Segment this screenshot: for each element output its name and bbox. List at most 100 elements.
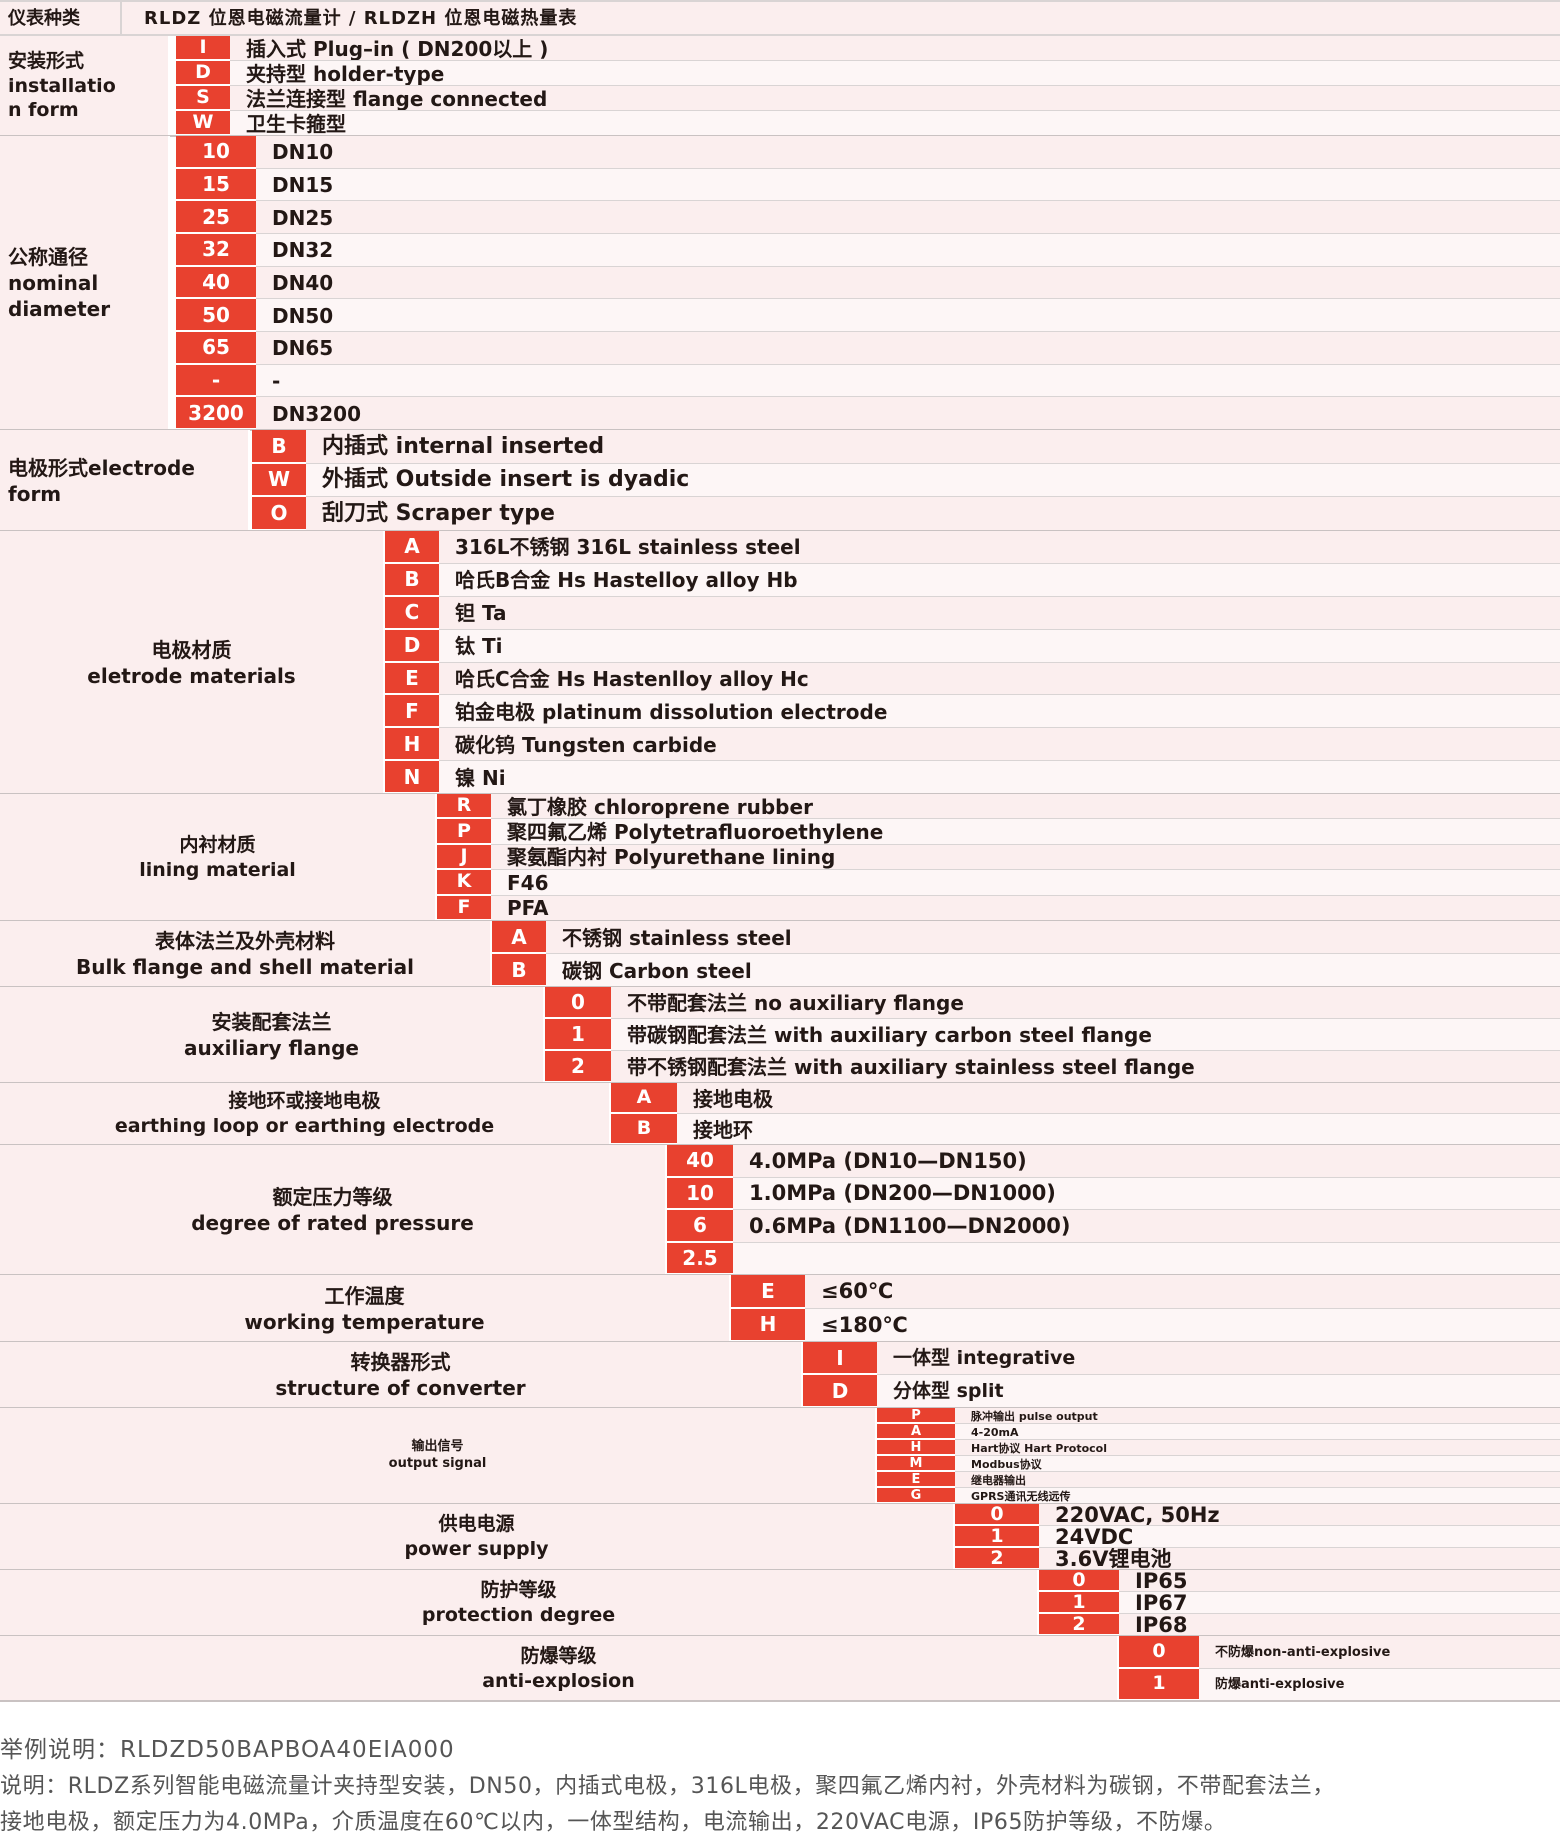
option-row-bg [733, 1145, 1560, 1178]
option-code[interactable]: B [611, 1114, 677, 1145]
option-code[interactable]: 2 [545, 1051, 611, 1083]
option-row-bg [546, 954, 1560, 987]
option-description: 聚氨酯内衬 Polyurethane lining [507, 845, 836, 870]
option-code[interactable]: 1 [1119, 1668, 1199, 1701]
option-code[interactable]: - [176, 364, 256, 398]
option-code[interactable]: F [385, 695, 439, 729]
option-code[interactable]: 65 [176, 332, 256, 365]
option-description: 外插式 Outside insert is dyadic [322, 467, 690, 493]
option-code[interactable]: 15 [176, 168, 256, 202]
option-description: DN25 [272, 205, 334, 230]
option-code[interactable]: 0 [545, 987, 611, 1019]
option-code[interactable]: S [176, 86, 230, 111]
option-code[interactable]: F [437, 895, 491, 921]
option-description: IP67 [1135, 1592, 1188, 1614]
option-code[interactable]: B [385, 563, 439, 597]
option-code[interactable]: 1 [955, 1526, 1039, 1548]
header-divider [120, 2, 122, 36]
option-row-bg [439, 695, 1560, 729]
option-row-bg [306, 463, 1560, 498]
option-description: ≤60℃ [821, 1279, 894, 1304]
option-code[interactable]: W [176, 111, 230, 136]
option-code[interactable]: D [803, 1375, 877, 1408]
option-description: 碳钢 Carbon steel [562, 958, 752, 983]
option-code[interactable]: 10 [176, 136, 256, 169]
option-code[interactable]: 1 [1039, 1592, 1119, 1614]
option-code[interactable]: P [437, 819, 491, 845]
option-description: 镍 Ni [455, 765, 506, 790]
group-label: 接地环或接地电极 earthing loop or earthing elect… [0, 1083, 611, 1145]
option-code[interactable]: A [877, 1424, 955, 1440]
option-row-bg [805, 1308, 1560, 1342]
option-code[interactable]: E [731, 1275, 805, 1309]
option-description: Hart协议 Hart Protocol [971, 1441, 1107, 1455]
group-label: 安装配套法兰 auxiliary flange [0, 987, 545, 1083]
option-description: DN50 [272, 303, 334, 328]
option-code[interactable]: E [877, 1472, 955, 1488]
option-code[interactable]: W [252, 463, 306, 498]
option-code[interactable]: P [877, 1408, 955, 1424]
option-code[interactable]: A [385, 531, 439, 564]
option-code[interactable]: K [437, 870, 491, 896]
option-code[interactable]: A [611, 1083, 677, 1114]
option-description: 插入式 Plug–in ( DN200以上 ) [246, 36, 549, 61]
option-row-bg [1199, 1636, 1560, 1669]
option-code[interactable]: O [252, 497, 306, 531]
option-description: 3.6V锂电池 [1055, 1548, 1172, 1570]
option-code[interactable]: I [176, 36, 230, 61]
option-description: 不锈钢 stainless steel [562, 925, 792, 950]
footer-explanation-2: 接地电极，额定压力为4.0MPa，介质温度在60℃以内，一体型结构，电流输出，2… [0, 1810, 1227, 1835]
option-description: 24VDC [1055, 1526, 1134, 1548]
option-description: 卫生卡箍型 [246, 111, 346, 136]
option-code[interactable]: I [803, 1342, 877, 1375]
option-code[interactable]: H [385, 728, 439, 762]
option-code[interactable]: C [385, 596, 439, 630]
group-label-bg [0, 1145, 667, 1275]
option-row-bg [955, 1472, 1560, 1488]
option-code[interactable]: E [385, 662, 439, 696]
option-description: DN32 [272, 238, 334, 263]
option-code[interactable]: B [252, 430, 306, 464]
option-code[interactable]: D [176, 61, 230, 86]
option-row-bg [491, 819, 1560, 845]
option-code[interactable]: 1 [545, 1019, 611, 1051]
option-row-bg [955, 1456, 1560, 1472]
group-label-bg [0, 794, 437, 921]
option-code[interactable]: 0 [1039, 1570, 1119, 1592]
option-description: GPRS通讯无线远传 [971, 1489, 1071, 1503]
option-code[interactable]: H [877, 1440, 955, 1456]
option-row-bg [491, 794, 1560, 820]
option-description: 不防爆non-anti-explosive [1215, 1644, 1391, 1660]
option-code[interactable]: H [731, 1308, 805, 1342]
option-code[interactable]: 2.5 [667, 1242, 733, 1275]
option-code[interactable]: D [385, 629, 439, 663]
group-label: 电极形式electrode form [0, 430, 250, 531]
option-code[interactable]: 32 [176, 234, 256, 267]
option-code[interactable]: N [385, 761, 439, 794]
option-code[interactable]: 25 [176, 201, 256, 234]
option-code[interactable]: 40 [176, 266, 256, 300]
option-code[interactable]: B [492, 954, 546, 987]
option-code[interactable]: R [437, 794, 491, 820]
option-code[interactable]: J [437, 844, 491, 871]
option-row-bg [256, 364, 1560, 398]
option-code[interactable]: M [877, 1456, 955, 1472]
option-code[interactable]: 0 [955, 1504, 1039, 1526]
option-row-bg [491, 870, 1560, 896]
option-code[interactable]: 6 [667, 1210, 733, 1243]
option-code[interactable]: 2 [955, 1548, 1039, 1570]
option-code[interactable]: G [877, 1488, 955, 1504]
option-code[interactable]: 40 [667, 1145, 733, 1178]
option-row-bg [1039, 1526, 1560, 1548]
group-label: 防爆等级 anti-explosion [0, 1636, 1119, 1701]
option-code[interactable]: 2 [1039, 1614, 1119, 1636]
option-description: 一体型 integrative [893, 1347, 1076, 1369]
option-code[interactable]: A [492, 921, 546, 954]
option-code[interactable]: 50 [176, 299, 256, 332]
option-code[interactable]: 10 [667, 1177, 733, 1210]
option-row-bg [677, 1114, 1560, 1145]
option-code[interactable]: 0 [1119, 1636, 1199, 1669]
option-description: 脉冲输出 pulse output [971, 1409, 1098, 1423]
option-row-bg [439, 662, 1560, 696]
option-code[interactable]: 3200 [176, 397, 256, 430]
